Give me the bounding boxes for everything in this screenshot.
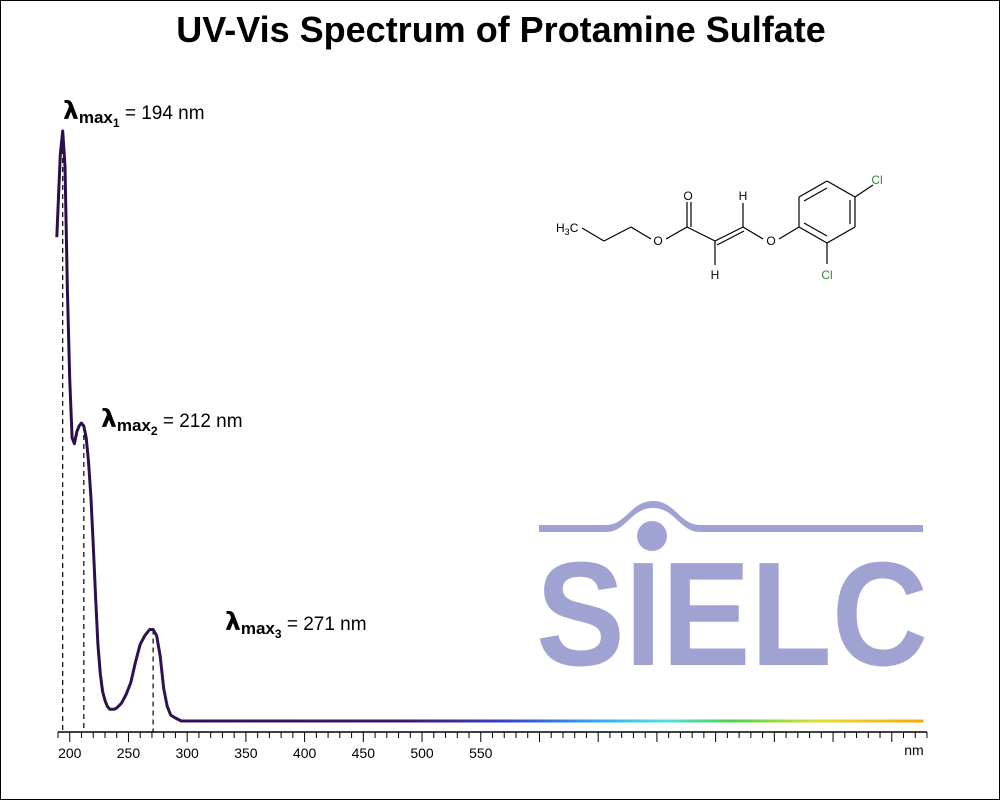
molecule-structure bbox=[581, 180, 874, 265]
peak-value-text: = 271 nm bbox=[282, 614, 367, 635]
peak-label: λmax3 = 271 nm bbox=[225, 607, 367, 641]
lambda-index: 3 bbox=[275, 627, 282, 641]
atom-label: O bbox=[683, 189, 692, 203]
spectrum-line-series bbox=[55, 129, 924, 723]
sielc-logo: SIELC bbox=[536, 501, 928, 697]
peak-value-text: = 212 nm bbox=[158, 411, 243, 432]
atom-label: Cl bbox=[871, 173, 882, 187]
atom-label: H3C bbox=[556, 221, 579, 237]
atom-label: O bbox=[653, 234, 662, 248]
logo-wave bbox=[539, 501, 923, 532]
lambda-index: 2 bbox=[151, 424, 158, 438]
atom-label: H bbox=[711, 268, 720, 282]
logo-text: SIELC bbox=[536, 532, 928, 697]
lambda-symbol: λ bbox=[225, 607, 241, 636]
x-tick-label: 200 bbox=[58, 745, 82, 761]
lambda-subscript: max bbox=[79, 108, 114, 127]
logo-dot bbox=[637, 521, 667, 551]
x-tick-label: 400 bbox=[293, 745, 317, 761]
x-tick-label: 350 bbox=[234, 745, 258, 761]
lambda-subscript: max bbox=[241, 619, 276, 638]
molecule-atom-labels: H3C O O H H O Cl Cl bbox=[556, 173, 883, 282]
lambda-subscript: max bbox=[117, 416, 152, 435]
peak-label: λmax2 = 212 nm bbox=[101, 404, 243, 438]
x-unit-label: nm bbox=[904, 742, 923, 758]
x-tick-label: 500 bbox=[410, 745, 434, 761]
peak-label: λmax1 = 194 nm bbox=[63, 96, 205, 130]
atom-label: H bbox=[739, 189, 748, 203]
chart-title: UV-Vis Spectrum of Protamine Sulfate bbox=[176, 9, 826, 50]
atom-label: Cl bbox=[821, 268, 832, 282]
lambda-symbol: λ bbox=[101, 404, 117, 433]
peak-drop-lines bbox=[62, 131, 154, 732]
atom-label: O bbox=[766, 234, 775, 248]
lambda-index: 1 bbox=[113, 116, 120, 130]
x-tick-label: 300 bbox=[175, 745, 199, 761]
x-tick-label: 450 bbox=[352, 745, 376, 761]
x-axis: 200 250 300 350 400 450 500 550 nm bbox=[57, 731, 928, 761]
lambda-symbol: λ bbox=[63, 96, 79, 125]
x-tick-label: 550 bbox=[469, 745, 493, 761]
x-tick-label: 250 bbox=[117, 745, 141, 761]
peak-value-text: = 194 nm bbox=[120, 103, 205, 124]
